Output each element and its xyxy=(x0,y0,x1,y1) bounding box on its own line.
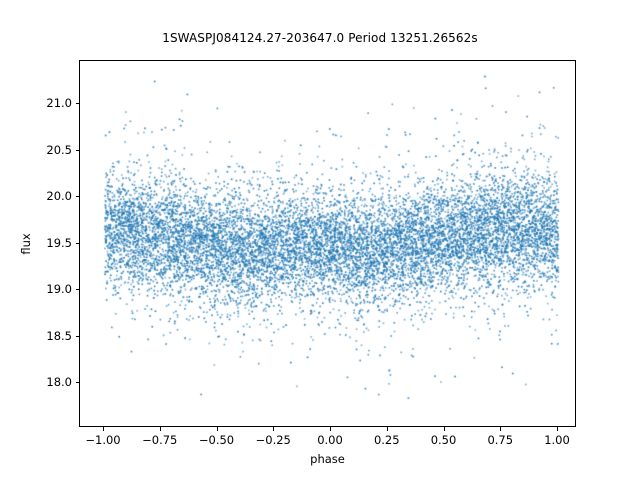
y-tick-label: 20.5 xyxy=(46,142,72,157)
x-tick-label: 0.00 xyxy=(317,433,343,447)
x-tick-mark xyxy=(159,427,161,431)
x-tick-label: −0.75 xyxy=(142,433,178,447)
x-tick-mark xyxy=(330,427,331,431)
y-tick-mark xyxy=(75,335,79,337)
x-tick-mark xyxy=(273,427,275,431)
y-tick-label: 18.5 xyxy=(46,328,72,343)
scatter-points-layer xyxy=(80,61,575,426)
chart-title: 1SWASPJ084124.27-203647.0 Period 13251.2… xyxy=(162,31,478,45)
x-tick-mark xyxy=(557,427,558,431)
y-tick-mark xyxy=(75,149,79,151)
y-tick-label: 19.5 xyxy=(46,235,72,250)
x-tick-label: 0.50 xyxy=(430,433,457,447)
x-tick-label: 0.25 xyxy=(373,433,400,447)
x-tick-mark xyxy=(500,427,502,431)
x-tick-mark xyxy=(216,427,218,431)
y-tick-mark xyxy=(75,382,79,383)
y-tick-mark xyxy=(75,289,79,290)
plot-axes-area xyxy=(79,60,576,427)
x-tick-label: −0.50 xyxy=(198,433,235,447)
y-tick-label: 20.0 xyxy=(46,189,72,203)
x-tick-mark xyxy=(386,427,388,431)
x-axis-label: phase xyxy=(310,452,345,466)
x-tick-label: 0.75 xyxy=(487,433,514,447)
y-tick-label: 18.0 xyxy=(46,375,72,389)
y-tick-label: 21.0 xyxy=(46,96,72,110)
y-tick-mark xyxy=(75,196,79,197)
y-axis-label: flux xyxy=(19,233,33,255)
x-tick-label: −1.00 xyxy=(85,433,121,447)
x-tick-mark xyxy=(443,427,445,431)
x-tick-label: −0.25 xyxy=(255,433,291,447)
x-tick-label: 1.00 xyxy=(544,433,570,447)
y-tick-label: 19.0 xyxy=(46,282,72,296)
y-tick-mark xyxy=(75,242,79,244)
y-tick-mark xyxy=(75,103,79,104)
x-tick-mark xyxy=(103,427,104,431)
